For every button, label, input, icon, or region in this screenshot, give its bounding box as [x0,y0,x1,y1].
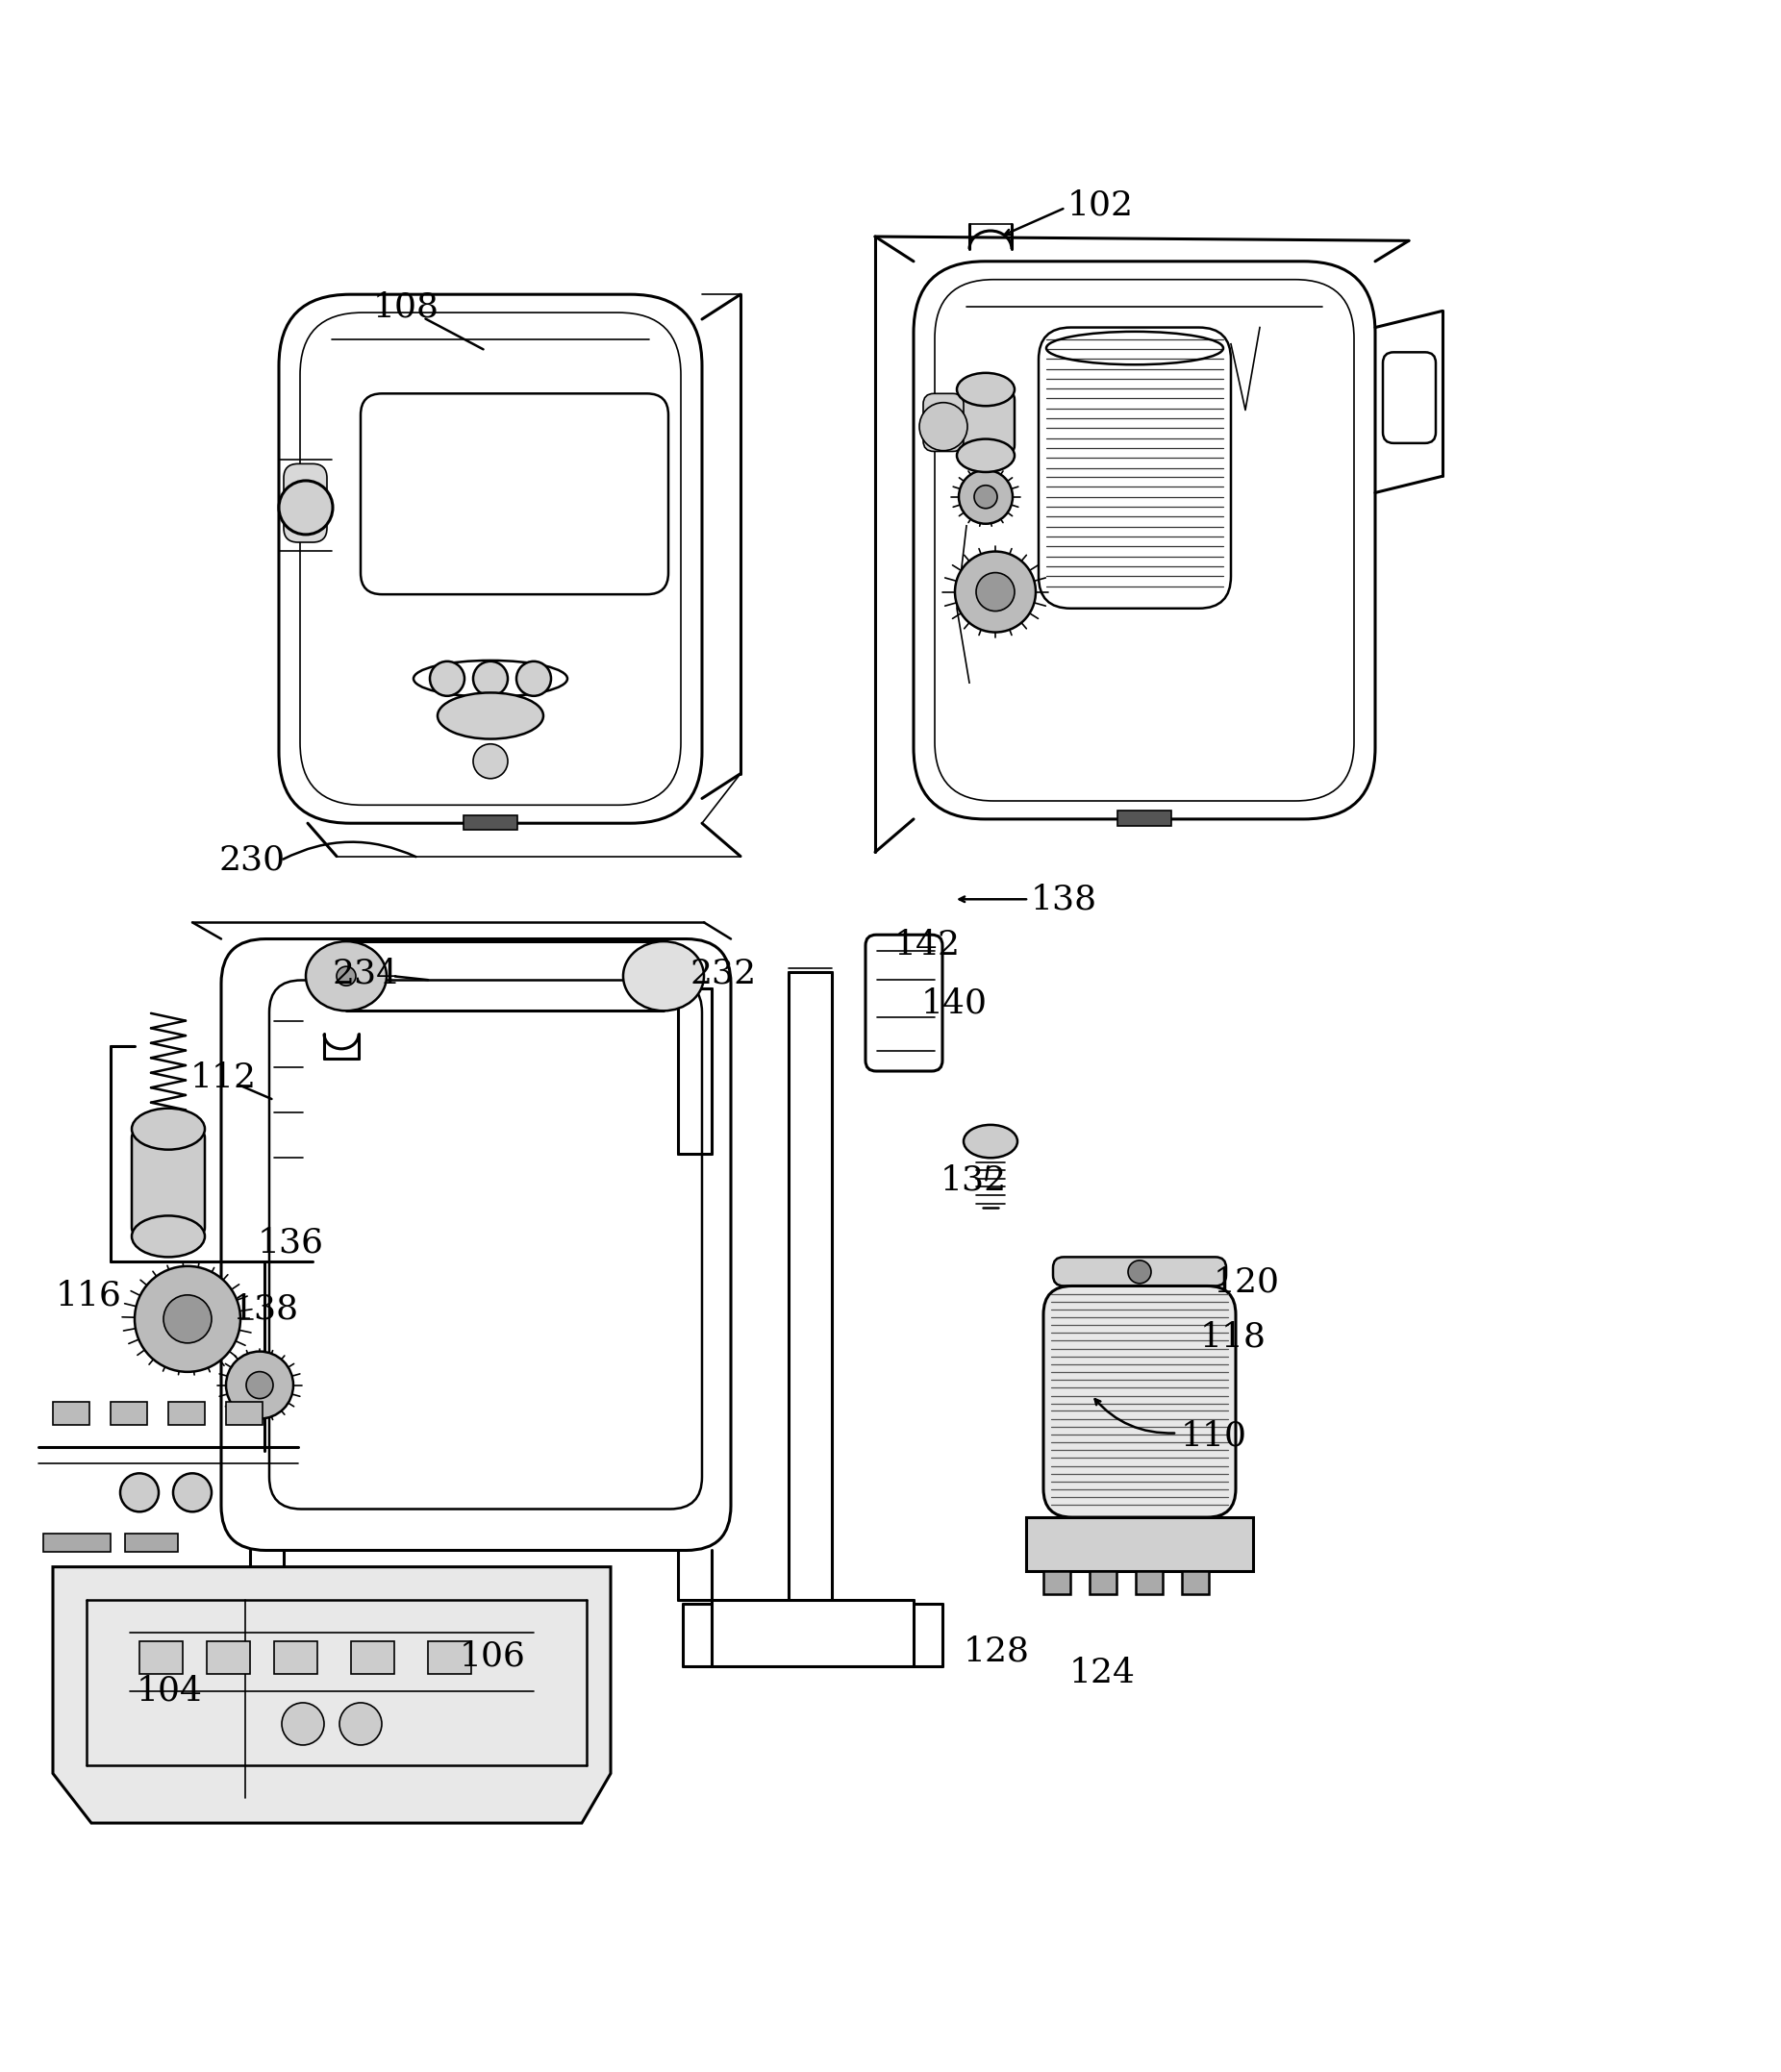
Polygon shape [53,1566,611,1823]
Circle shape [164,1295,212,1343]
Circle shape [1127,1260,1151,1283]
Circle shape [474,744,508,779]
Text: 102: 102 [1067,189,1134,222]
Bar [139,1641,183,1674]
Text: 106: 106 [459,1639,525,1672]
Circle shape [516,661,550,696]
FancyBboxPatch shape [132,1129,205,1237]
Bar [463,814,516,831]
Circle shape [429,661,465,696]
Text: 108: 108 [374,290,440,323]
Bar [1090,1571,1117,1593]
FancyBboxPatch shape [283,464,328,543]
Circle shape [340,1703,381,1745]
Text: 136: 136 [258,1227,324,1260]
Bar [110,1401,148,1426]
Circle shape [246,1372,272,1399]
Text: 138: 138 [233,1293,299,1326]
Circle shape [119,1473,159,1513]
Bar [1044,1571,1070,1593]
Circle shape [919,402,967,450]
Text: 142: 142 [894,928,960,961]
Text: 124: 124 [1069,1656,1136,1689]
Text: 140: 140 [921,986,988,1019]
Text: 118: 118 [1200,1320,1266,1353]
Circle shape [958,470,1013,524]
Circle shape [337,966,356,986]
FancyBboxPatch shape [1053,1258,1225,1287]
Bar [1117,810,1172,827]
Text: 138: 138 [1031,883,1097,916]
Circle shape [280,481,333,535]
Bar [226,1401,262,1426]
Bar [351,1641,394,1674]
Circle shape [474,661,508,696]
Bar [1026,1517,1254,1571]
Text: 116: 116 [55,1280,123,1312]
FancyBboxPatch shape [1044,1287,1236,1517]
Text: 234: 234 [331,957,399,990]
Bar [207,1641,249,1674]
Circle shape [974,485,997,508]
Bar [167,1401,205,1426]
Text: 232: 232 [691,957,757,990]
Text: 230: 230 [219,843,285,876]
FancyBboxPatch shape [956,390,1015,456]
Ellipse shape [132,1109,205,1150]
Bar [427,1641,472,1674]
Circle shape [135,1266,240,1372]
FancyBboxPatch shape [923,394,964,452]
Bar [125,1533,178,1552]
Circle shape [226,1351,294,1419]
Circle shape [976,572,1015,611]
Ellipse shape [956,373,1015,406]
Text: 132: 132 [940,1164,1006,1196]
Ellipse shape [438,692,543,740]
Text: 104: 104 [137,1674,203,1707]
Ellipse shape [306,941,386,1011]
Bar [43,1533,110,1552]
Text: 112: 112 [191,1061,256,1094]
Bar [53,1401,89,1426]
Text: 120: 120 [1213,1266,1281,1299]
Circle shape [281,1703,324,1745]
Ellipse shape [132,1216,205,1258]
Circle shape [955,551,1037,632]
Circle shape [173,1473,212,1513]
Ellipse shape [964,1125,1017,1158]
Text: 128: 128 [964,1635,1029,1668]
Bar [1136,1571,1163,1593]
Bar [1183,1571,1209,1593]
Text: 110: 110 [1181,1419,1247,1452]
Ellipse shape [623,941,703,1011]
Ellipse shape [956,439,1015,472]
Bar [274,1641,317,1674]
